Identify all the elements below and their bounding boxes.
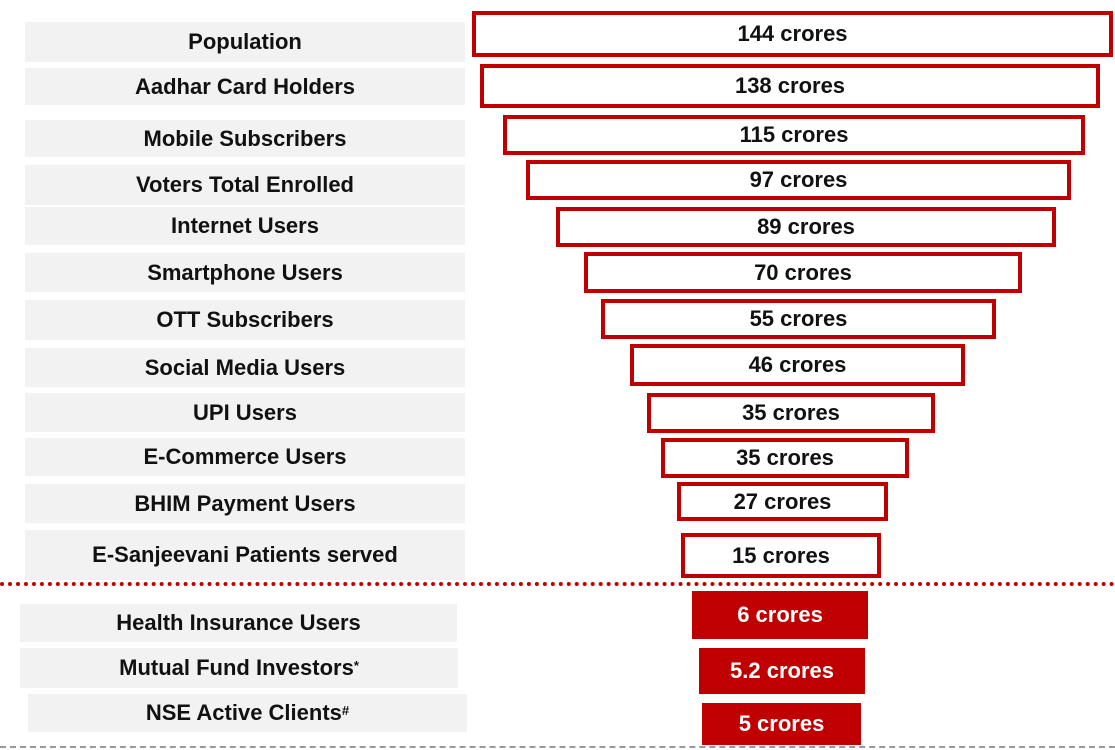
value-box: 15 crores [681, 533, 881, 578]
row-label: Social Media Users [25, 348, 465, 387]
label-text: Population [188, 29, 302, 54]
value-box: 138 crores [480, 64, 1100, 108]
row-label: Voters Total Enrolled [25, 165, 465, 205]
label-text: UPI Users [193, 399, 297, 425]
row-label: E-Sanjeevani Patients served [25, 530, 465, 580]
label-text: E-Commerce Users [143, 444, 347, 469]
label-text: Aadhar Card Holders [134, 73, 356, 99]
value-box: 55 crores [601, 299, 996, 339]
value-box: 35 crores [661, 438, 909, 478]
footnote-mark: # [341, 702, 350, 718]
row-label: Aadhar Card Holders [25, 68, 465, 105]
row-label: Internet Users [25, 207, 465, 245]
label-text: Mutual Fund Investors [119, 655, 354, 680]
value-box: 5.2 crores [699, 648, 865, 694]
value-box: 70 crores [584, 252, 1022, 293]
label-text: Smartphone Users [147, 259, 343, 285]
row-label: NSE Active Clients # [28, 694, 467, 732]
row-label: UPI Users [25, 393, 465, 432]
label-text: OTT Subscribers [156, 307, 334, 332]
value-box: 144 crores [472, 11, 1113, 57]
value-box: 115 crores [503, 115, 1085, 155]
label-text: NSE Active Clients [145, 700, 342, 725]
row-label: Mutual Fund Investors * [20, 648, 458, 688]
value-box: 89 crores [556, 207, 1056, 247]
row-label: E-Commerce Users [25, 438, 465, 476]
row-label: Mobile Subscribers [25, 120, 465, 157]
row-label: Smartphone Users [25, 253, 465, 292]
row-label: BHIM Payment Users [25, 484, 465, 523]
row-label: Population [25, 22, 465, 62]
value-box: 5 crores [702, 703, 861, 745]
label-text: BHIM Payment Users [134, 490, 356, 516]
value-box: 35 crores [647, 393, 935, 433]
value-box: 97 crores [526, 160, 1071, 200]
footnote-mark: * [353, 657, 359, 673]
label-text: Voters Total Enrolled [136, 172, 354, 197]
separator [0, 582, 1115, 586]
row-label: OTT Subscribers [25, 300, 465, 340]
value-box: 27 crores [677, 482, 888, 521]
row-label: Health Insurance Users [20, 604, 457, 642]
value-box: 46 crores [630, 344, 965, 386]
bottom-separator [0, 746, 1115, 748]
label-text: Internet Users [171, 213, 319, 238]
label-text: Mobile Subscribers [143, 125, 347, 151]
label-text: Social Media Users [144, 354, 346, 380]
label-text: Health Insurance Users [116, 610, 361, 635]
value-box: 6 crores [692, 591, 868, 639]
label-text: E-Sanjeevani Patients served [92, 542, 398, 567]
